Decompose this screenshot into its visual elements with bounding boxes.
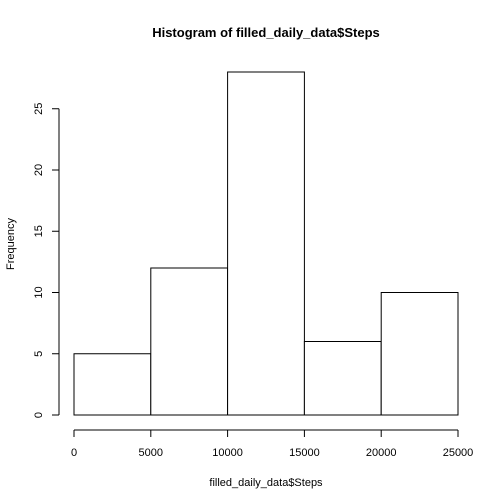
- histogram-bar: [73, 353, 152, 416]
- y-axis-label: Frequency: [5, 218, 17, 270]
- y-tick-label: 0: [33, 412, 45, 418]
- x-tick-label: 25000: [443, 447, 474, 459]
- histogram-bar: [150, 267, 229, 416]
- y-tick-label: 10: [33, 286, 45, 298]
- chart-title: Histogram of filled_daily_data$Steps: [152, 25, 380, 40]
- histogram-bars: [73, 71, 459, 416]
- histogram-bar: [380, 292, 459, 416]
- y-tick-label: 5: [33, 351, 45, 357]
- histogram-bar: [227, 71, 305, 416]
- x-tick-label: 0: [71, 447, 77, 459]
- x-tick-label: 15000: [289, 447, 320, 459]
- x-tick-label: 10000: [212, 447, 243, 459]
- x-axis-label: filled_daily_data$Steps: [209, 477, 323, 489]
- histogram-bar: [303, 341, 382, 416]
- y-tick-label: 15: [33, 225, 45, 237]
- x-tick-label: 20000: [366, 447, 397, 459]
- y-tick-label: 20: [33, 164, 45, 176]
- x-axis: 0 5000 10000 15000 20000 25000: [71, 429, 474, 459]
- x-tick-label: 5000: [139, 447, 163, 459]
- y-axis: 0 5 10 15 20 25: [33, 103, 60, 418]
- y-tick-label: 25: [33, 103, 45, 115]
